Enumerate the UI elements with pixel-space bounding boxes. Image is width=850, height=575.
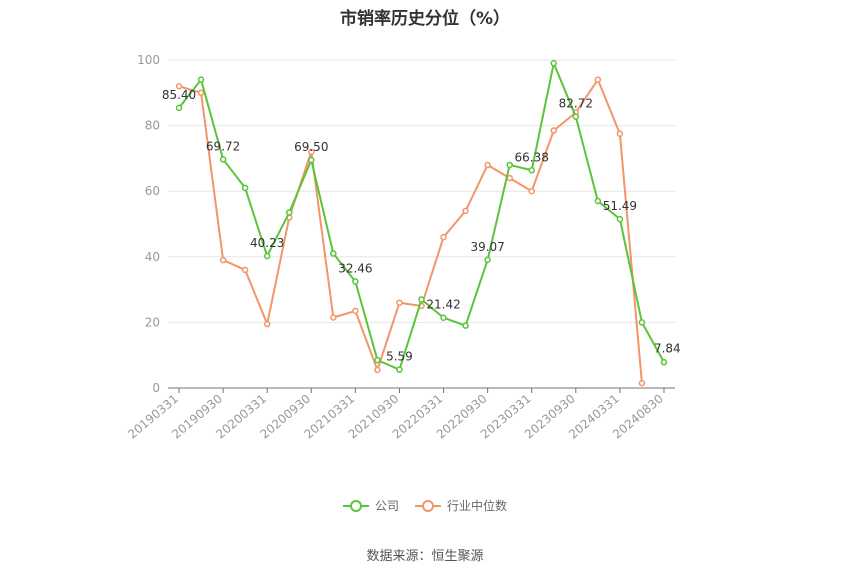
data-label: 51.49 xyxy=(603,199,637,213)
y-tick-label: 20 xyxy=(145,315,160,329)
data-point-company[interactable] xyxy=(572,113,580,120)
data-point-company[interactable] xyxy=(241,184,249,192)
data-label: 82.72 xyxy=(559,97,593,111)
data-label: 69.72 xyxy=(206,139,240,153)
data-label: 21.42 xyxy=(426,298,460,312)
data-point-company[interactable] xyxy=(528,167,535,174)
data-point-company[interactable] xyxy=(594,197,602,205)
data-point-company[interactable] xyxy=(418,296,425,303)
data-point-industry-median[interactable] xyxy=(308,148,315,156)
data-label: 85.40 xyxy=(162,88,196,102)
data-point-company[interactable] xyxy=(197,76,205,83)
data-label: 32.46 xyxy=(338,262,372,276)
legend-industry-marker xyxy=(415,499,441,513)
chart-title: 市销率历史分位（%） xyxy=(339,9,511,29)
data-point-industry-median[interactable] xyxy=(263,320,271,328)
grid-lines xyxy=(168,59,675,323)
legend-industry-label: 行业中位数 xyxy=(447,499,508,513)
series-group xyxy=(175,60,668,387)
data-point-company[interactable] xyxy=(263,252,271,260)
legend-item-company[interactable]: 公司 xyxy=(342,497,399,514)
data-point-company[interactable] xyxy=(330,250,337,257)
data-point-company[interactable] xyxy=(506,161,513,169)
data-label: 39.07 xyxy=(470,240,504,254)
y-tick-label: 80 xyxy=(145,119,160,133)
data-point-company[interactable] xyxy=(550,60,558,67)
data-point-industry-median[interactable] xyxy=(396,299,403,306)
y-tick-label: 100 xyxy=(137,53,160,67)
data-label: 7.84 xyxy=(654,341,681,355)
data-point-company[interactable] xyxy=(462,322,469,329)
legend: 公司 行业中位数 xyxy=(0,497,850,514)
y-tick-label: 40 xyxy=(145,250,160,264)
data-label: 40.23 xyxy=(250,236,284,250)
data-point-industry-median[interactable] xyxy=(550,127,558,134)
y-tick-label: 0 xyxy=(152,381,160,395)
data-label: 69.50 xyxy=(294,140,328,154)
legend-company-label: 公司 xyxy=(374,499,399,513)
data-point-industry-median[interactable] xyxy=(374,366,381,374)
data-point-company[interactable] xyxy=(308,156,315,164)
data-point-industry-median[interactable] xyxy=(638,379,646,387)
data-point-industry-median[interactable] xyxy=(528,187,535,195)
data-point-company[interactable] xyxy=(352,278,359,285)
data-point-industry-median[interactable] xyxy=(175,82,183,90)
data-point-industry-median[interactable] xyxy=(197,89,205,97)
data-point-company[interactable] xyxy=(396,366,403,373)
data-point-company[interactable] xyxy=(484,256,491,264)
series-line-industry-median xyxy=(178,78,643,384)
data-point-industry-median[interactable] xyxy=(594,76,602,83)
data-point-industry-median[interactable] xyxy=(440,233,447,241)
legend-company-marker xyxy=(342,499,369,513)
data-point-company[interactable] xyxy=(374,356,381,364)
data-point-company[interactable] xyxy=(175,104,183,112)
data-point-company[interactable] xyxy=(616,215,624,223)
data-label: 5.59 xyxy=(386,350,413,364)
data-point-company[interactable] xyxy=(660,359,668,366)
y-tick-label: 60 xyxy=(145,184,160,198)
data-point-industry-median[interactable] xyxy=(462,207,469,215)
data-point-industry-median[interactable] xyxy=(484,161,491,169)
data-point-industry-median[interactable] xyxy=(241,266,249,274)
legend-item-industry-median[interactable]: 行业中位数 xyxy=(415,497,507,514)
data-point-industry-median[interactable] xyxy=(352,307,359,315)
data-point-company[interactable] xyxy=(440,314,447,321)
data-point-industry-median[interactable] xyxy=(330,314,337,321)
data-labels: 85.40 69.72 40.23 69.50 32.46 5.59 21.42 39.07 6… xyxy=(162,88,681,364)
data-point-company[interactable] xyxy=(219,156,227,163)
line-chart: 0204060801002019033120190930202003312020… xyxy=(125,53,681,442)
data-label: 66.38 xyxy=(515,150,549,164)
data-point-company[interactable] xyxy=(638,319,646,326)
data-source: 数据来源：恒生聚源 xyxy=(366,549,484,564)
data-point-industry-median[interactable] xyxy=(219,256,227,264)
data-point-industry-median[interactable] xyxy=(616,130,624,138)
data-point-company[interactable] xyxy=(285,209,293,216)
axes: 0204060801002019033120190930202003312020… xyxy=(125,53,675,442)
